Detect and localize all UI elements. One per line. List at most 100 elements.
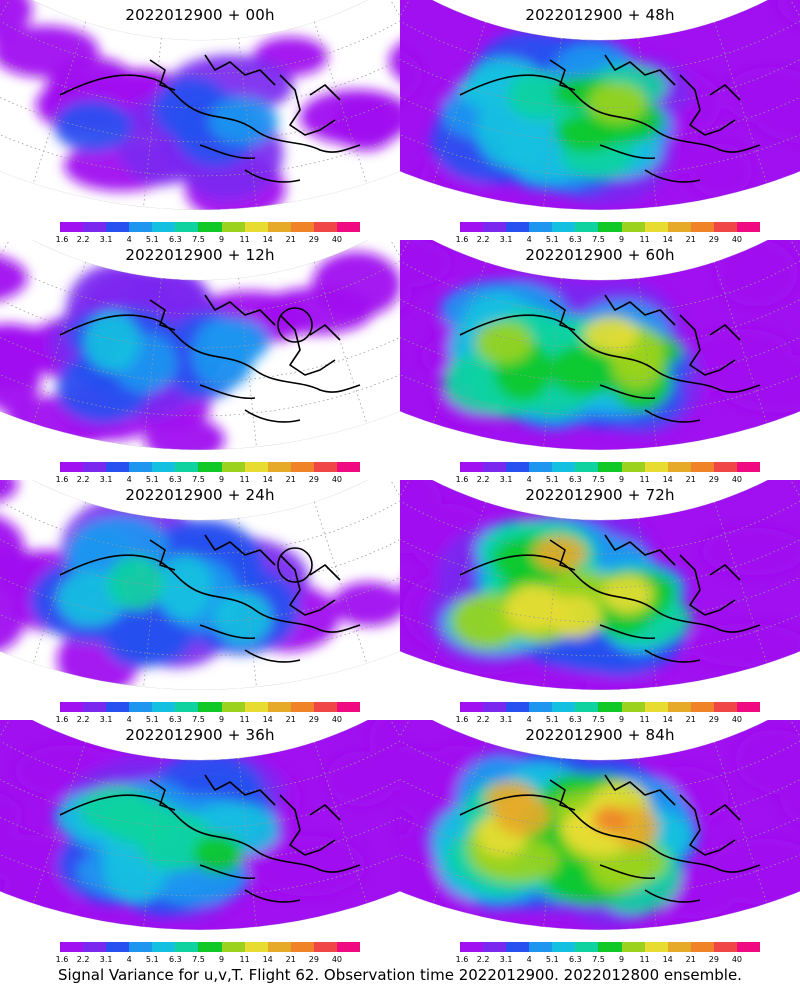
field-blob bbox=[507, 71, 569, 120]
field-blob bbox=[101, 797, 182, 845]
colorbar-swatch bbox=[667, 462, 691, 472]
field-blob bbox=[213, 591, 272, 645]
colorbar-tick-label: 7.5 bbox=[192, 955, 205, 964]
colorbar-tick-label: 7.5 bbox=[592, 715, 605, 724]
colorbar-tick-label: 6.3 bbox=[569, 475, 582, 484]
colorbar bbox=[460, 222, 761, 232]
colorbar-swatch bbox=[713, 702, 737, 712]
colorbar-swatch bbox=[575, 702, 599, 712]
colorbar-swatch bbox=[198, 942, 222, 952]
colorbar-tick-label: 29 bbox=[708, 475, 719, 484]
longitude-line bbox=[713, 501, 768, 664]
variance-field bbox=[0, 720, 400, 930]
field-blob bbox=[0, 0, 33, 44]
field-blob bbox=[735, 730, 800, 791]
field-blob bbox=[474, 320, 533, 364]
colorbar-swatch bbox=[60, 702, 84, 712]
longitude-line bbox=[0, 480, 16, 618]
sector-map bbox=[0, 480, 400, 690]
colorbar-swatch bbox=[152, 702, 176, 712]
coastline bbox=[59, 774, 361, 903]
colorbar-swatch bbox=[552, 942, 576, 952]
coast-path bbox=[549, 774, 741, 856]
field-blob bbox=[687, 623, 800, 667]
colorbar-swatch bbox=[313, 702, 337, 712]
colorbar-swatch bbox=[529, 462, 553, 472]
colorbar-tick-label: 9 bbox=[218, 475, 225, 484]
field-blob bbox=[331, 581, 400, 626]
colorbar-swatch bbox=[736, 702, 761, 712]
colorbar-tick-label: 9 bbox=[618, 955, 625, 964]
coastline bbox=[459, 774, 761, 903]
colorbar-tick-label: 6.3 bbox=[569, 235, 582, 244]
colorbar-swatch bbox=[506, 222, 530, 232]
coast-path bbox=[199, 384, 301, 423]
sector-map bbox=[400, 480, 800, 690]
colorbar-swatch bbox=[621, 942, 645, 952]
colorbar-tick-label: 2.2 bbox=[476, 715, 490, 724]
colorbar-tick-label: 9 bbox=[218, 715, 225, 724]
field-blob bbox=[702, 527, 800, 576]
colorbar-swatch bbox=[552, 462, 576, 472]
colorbar-tick-label: 21 bbox=[285, 475, 296, 484]
sector-map bbox=[0, 240, 400, 450]
highlight-circle bbox=[277, 307, 313, 343]
field-blob bbox=[0, 323, 46, 390]
colorbar-tick-label: 2.2 bbox=[76, 955, 90, 964]
colorbar-tick-label: 3.1 bbox=[99, 475, 113, 484]
coast-path bbox=[549, 294, 741, 376]
coast-path bbox=[199, 144, 301, 183]
colorbar-tick-label: 7.5 bbox=[592, 955, 605, 964]
colorbar-tick-label: 11 bbox=[639, 475, 650, 484]
coast-path bbox=[149, 294, 341, 376]
panel-title: 2022012900 + 36h bbox=[125, 726, 275, 744]
colorbar-tick-label: 3.1 bbox=[499, 955, 513, 964]
longitude-line bbox=[432, 501, 487, 664]
highlight-circle bbox=[277, 547, 313, 583]
colorbar-swatch bbox=[460, 462, 484, 472]
map-panel: 2022012900 + 72h 1.6 2.2 3.1 4 5.1 6.3 7.5 9 11 1… bbox=[400, 480, 800, 724]
colorbar-swatch bbox=[290, 702, 314, 712]
colorbar-tick-label: 5.1 bbox=[545, 715, 559, 724]
colorbar-swatch bbox=[290, 462, 314, 472]
colorbar-labels: 1.6 2.2 3.1 4 5.1 6.3 7.5 9 11 14 21 29 40 bbox=[456, 715, 760, 725]
longitude-line bbox=[0, 240, 16, 378]
colorbar-swatch bbox=[506, 702, 530, 712]
colorbar-swatch bbox=[713, 462, 737, 472]
longitude-line bbox=[432, 741, 487, 904]
colorbar-swatch bbox=[529, 942, 553, 952]
colorbar-tick-label: 14 bbox=[262, 715, 273, 724]
colorbar-tick-label: 21 bbox=[685, 715, 696, 724]
colorbar-tick-label: 4 bbox=[126, 715, 132, 724]
colorbar-swatch bbox=[621, 702, 645, 712]
field-blob bbox=[602, 575, 654, 614]
colorbar-tick-label: 11 bbox=[639, 235, 650, 244]
coastline bbox=[459, 54, 761, 183]
colorbar-tick-label: 11 bbox=[239, 955, 250, 964]
colorbar-tick-label: 40 bbox=[731, 715, 743, 724]
colorbar-swatch bbox=[106, 462, 130, 472]
field-blobs bbox=[0, 480, 400, 690]
colorbar-swatch bbox=[221, 222, 245, 232]
colorbar-swatch bbox=[198, 702, 222, 712]
colorbar-swatch bbox=[106, 222, 130, 232]
longitude-line bbox=[32, 741, 87, 904]
colorbar-tick-label: 2.2 bbox=[476, 475, 490, 484]
colorbar-tick-label: 29 bbox=[708, 955, 719, 964]
map-panel: 2022012900 + 12h 1.6 2.2 3.1 4 5.1 6.3 7.5 9 11 1… bbox=[0, 240, 400, 484]
colorbar-tick-label: 21 bbox=[685, 475, 696, 484]
colorbar-tick-label: 40 bbox=[731, 955, 743, 964]
colorbar-tick-label: 4 bbox=[526, 235, 532, 244]
colorbar-tick-label: 6.3 bbox=[569, 715, 582, 724]
field-blob bbox=[311, 251, 400, 318]
field-blob bbox=[155, 554, 213, 621]
coastline bbox=[59, 534, 361, 663]
field-blobs bbox=[0, 0, 400, 210]
field-blob bbox=[326, 751, 398, 807]
field-blob bbox=[584, 316, 639, 353]
panel-title: 2022012900 + 24h bbox=[125, 486, 275, 504]
colorbar-labels: 1.6 2.2 3.1 4 5.1 6.3 7.5 9 11 14 21 29 40 bbox=[56, 235, 360, 245]
colorbar-swatch bbox=[83, 942, 107, 952]
colorbar-tick-label: 21 bbox=[285, 955, 296, 964]
colorbar-tick-label: 3.1 bbox=[499, 235, 513, 244]
